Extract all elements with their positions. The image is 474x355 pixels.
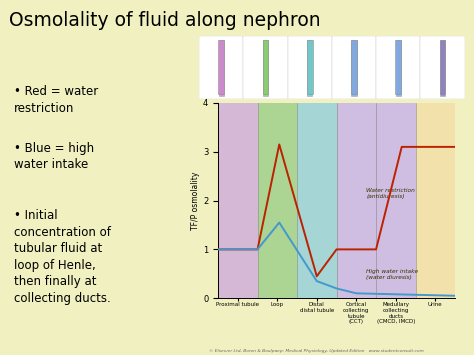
Bar	[416, 103, 455, 298]
Bar	[351, 40, 357, 94]
Bar	[332, 36, 376, 99]
Text: Osmolality of fluid along nephron: Osmolality of fluid along nephron	[9, 11, 321, 30]
Bar	[263, 40, 268, 94]
Bar	[288, 36, 332, 99]
Text: Water restriction
(antidiuresis): Water restriction (antidiuresis)	[366, 188, 415, 199]
Bar	[351, 40, 356, 96]
Bar	[440, 40, 445, 96]
Bar	[243, 36, 288, 99]
Bar	[395, 40, 401, 96]
Text: High water intake
(water diuresis): High water intake (water diuresis)	[366, 269, 418, 280]
Text: • Red = water
restriction: • Red = water restriction	[14, 85, 99, 115]
Bar	[219, 40, 224, 96]
Bar	[337, 103, 376, 298]
Bar	[219, 40, 224, 94]
Bar	[218, 103, 257, 298]
Bar	[297, 103, 337, 298]
Y-axis label: TF/P osmolality: TF/P osmolality	[191, 171, 200, 230]
Bar	[257, 103, 297, 298]
Text: © Elsevier Ltd, Boron & Boulpaep: Medical Physiology, Updated Edition   www.stud: © Elsevier Ltd, Boron & Boulpaep: Medica…	[209, 349, 423, 353]
Bar	[263, 40, 268, 96]
Bar	[395, 40, 401, 94]
Bar	[376, 103, 416, 298]
Text: • Initial
concentration of
tubular fluid at
loop of Henle,
then finally at
colle: • Initial concentration of tubular fluid…	[14, 209, 111, 305]
Bar	[420, 36, 465, 99]
Bar	[376, 36, 420, 99]
Text: • Blue = high
water intake: • Blue = high water intake	[14, 142, 94, 171]
Bar	[439, 40, 445, 94]
Bar	[199, 36, 243, 99]
Bar	[307, 40, 312, 94]
Bar	[307, 40, 312, 96]
